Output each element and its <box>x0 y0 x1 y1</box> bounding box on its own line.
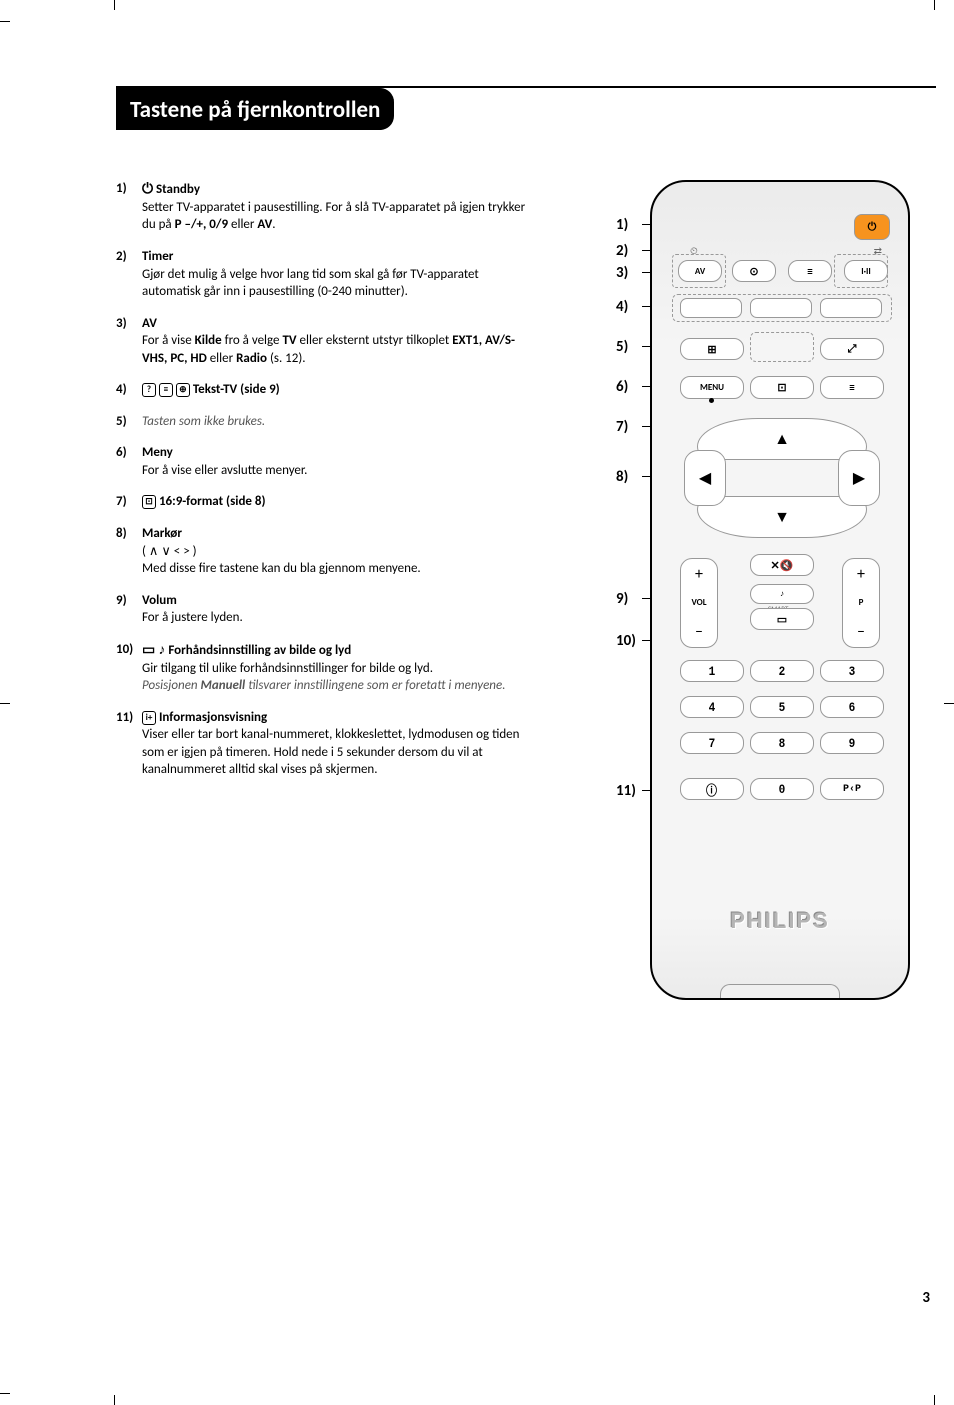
digit-4-button[interactable]: 4 <box>680 696 744 718</box>
mute-button[interactable]: ✕🔇 <box>750 554 814 576</box>
definition-item: 10)▭ ♪ Forhåndsinnstilling av bilde og l… <box>116 641 540 695</box>
nav-down-button[interactable]: ▼ <box>697 496 867 538</box>
audio-button[interactable]: I·II <box>844 260 888 282</box>
callout-label: 9) <box>616 590 628 608</box>
source-button[interactable]: ⊙ <box>732 260 776 282</box>
nav-ring: ▲ ▼ ◀ ▶ <box>684 418 880 538</box>
callout-label: 6) <box>616 378 628 396</box>
nav-left-button[interactable]: ◀ <box>684 450 726 506</box>
volume-rocker[interactable]: + VOL – <box>680 558 718 648</box>
digit-6-button[interactable]: 6 <box>820 696 884 718</box>
prog-label: P <box>843 597 879 608</box>
digit-3-button[interactable]: 3 <box>820 660 884 682</box>
vol-minus: – <box>681 622 717 641</box>
page-content: Tastene på fjernkontrollen 1)⏻ StandbySe… <box>116 86 936 1000</box>
callout-label: 3) <box>616 264 628 282</box>
definition-item: 7)⊡ 16:9-format (side 8) <box>116 493 540 511</box>
digit-1-button[interactable]: 1 <box>680 660 744 682</box>
definition-item: 4)? ≡ ⊕ Tekst-TV (side 9) <box>116 381 540 399</box>
callout-label: 8) <box>616 468 628 486</box>
page-title: Tastene på fjernkontrollen <box>116 88 394 130</box>
remote-control: ⏻ ⏲ ⇄ AV ⊙ ≡ I·II <box>650 180 910 1000</box>
digit-9-button[interactable]: 9 <box>820 732 884 754</box>
definition-item: 2)TimerGjør det mulig å velge hvor lang … <box>116 248 540 301</box>
page-number: 3 <box>922 1289 930 1307</box>
digit-0-button[interactable]: 0 <box>750 778 814 800</box>
list-button[interactable]: ≡ <box>788 260 832 282</box>
remote-column: 1) 2) 3) 4) 5) 6) 7) 8) 9) 10) 11) ⏻ ⏲ ⇄ AV ⊙ ≡ I·… <box>560 180 936 1000</box>
digit-8-button[interactable]: 8 <box>750 732 814 754</box>
prog-plus: + <box>843 565 879 584</box>
definition-item: 6)MenyFor å vise eller avslutte menyer. <box>116 444 540 479</box>
menu-button[interactable]: MENU <box>680 376 744 399</box>
av-button[interactable]: AV <box>678 260 722 282</box>
definition-item: 3)AVFor å vise Kilde fro å velge TV elle… <box>116 315 540 368</box>
info-button[interactable]: ⓘ <box>680 778 744 800</box>
definition-item: 11)i+ InformasjonsvisningViser eller tar… <box>116 709 540 779</box>
color-red-button[interactable] <box>680 298 742 318</box>
vol-label: VOL <box>681 597 717 608</box>
smart-picture-button[interactable]: ▭ <box>750 608 814 630</box>
dashed-unused <box>750 332 814 362</box>
nav-right-button[interactable]: ▶ <box>838 450 880 506</box>
brand-label: PHILIPS <box>652 908 908 934</box>
content-columns: 1)⏻ StandbySetter TV-apparatet i pausest… <box>116 180 936 1000</box>
digit-2-button[interactable]: 2 <box>750 660 814 682</box>
callout-label: 5) <box>616 338 628 356</box>
prev-prog-button[interactable]: P‹P <box>820 778 884 800</box>
definition-item: 8)Markør( ∧ ∨ < > )Med disse fire tasten… <box>116 525 540 578</box>
teletext-button[interactable]: ≡ <box>820 376 884 399</box>
title-bar-wrapper: Tastene på fjernkontrollen <box>116 86 936 130</box>
color-yellow-button[interactable] <box>820 298 882 318</box>
callout-label: 4) <box>616 298 628 316</box>
color-green-button[interactable] <box>750 298 812 318</box>
smart-sound-button[interactable]: ♪ <box>750 584 814 604</box>
callout-label: 7) <box>616 418 628 436</box>
power-button[interactable]: ⏻ <box>854 214 890 240</box>
callout-label: 2) <box>616 242 628 260</box>
definition-item: 5)Tasten som ikke brukes. <box>116 413 540 431</box>
digit-5-button[interactable]: 5 <box>750 696 814 718</box>
format-button[interactable]: ⊡ <box>750 376 814 399</box>
remote-notch <box>720 984 840 998</box>
prog-minus: – <box>843 622 879 641</box>
program-rocker[interactable]: + P – <box>842 558 880 648</box>
definition-list: 1)⏻ StandbySetter TV-apparatet i pausest… <box>116 180 560 1000</box>
guide-button[interactable]: ⊞ <box>680 338 744 360</box>
digit-7-button[interactable]: 7 <box>680 732 744 754</box>
callout-label: 10) <box>616 632 636 650</box>
callout-label: 11) <box>616 782 636 800</box>
expand-button[interactable]: ⤢ <box>820 338 884 360</box>
definition-item: 1)⏻ StandbySetter TV-apparatet i pausest… <box>116 180 540 234</box>
definition-item: 9)VolumFor å justere lyden. <box>116 592 540 627</box>
vol-plus: + <box>681 565 717 584</box>
callout-label: 1) <box>616 216 628 234</box>
